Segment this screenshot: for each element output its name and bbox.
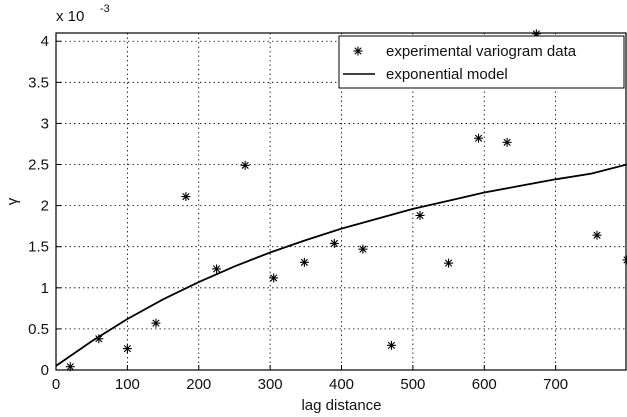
- x-tick-label: 200: [186, 376, 211, 393]
- x-tick-label: 0: [52, 376, 60, 393]
- y-axis-label: γ: [4, 197, 21, 205]
- y-multiplier-exponent: -3: [100, 3, 110, 15]
- x-axis-label: lag distance: [301, 397, 381, 414]
- data-point-asterisk: [358, 245, 367, 254]
- data-point-asterisk: [151, 319, 160, 328]
- legend-entry-model: exponential model: [386, 66, 508, 83]
- legend: experimental variogram data exponential …: [339, 36, 624, 88]
- x-tick-label: 700: [543, 376, 568, 393]
- x-tick-label: 500: [400, 376, 425, 393]
- data-point-asterisk: [181, 192, 190, 201]
- y-tick-label: 3.5: [28, 74, 49, 91]
- data-point-asterisk: [241, 161, 250, 170]
- data-point-asterisk: [300, 258, 309, 267]
- data-point-asterisk: [387, 341, 396, 350]
- data-point-asterisk: [269, 273, 278, 282]
- data-point-asterisk: [444, 259, 453, 268]
- legend-entry-experimental: experimental variogram data: [386, 43, 577, 60]
- y-tick-label: 4: [41, 33, 49, 50]
- x-tick-label: 100: [115, 376, 140, 393]
- data-point-asterisk: [123, 344, 132, 353]
- data-point-asterisk: [212, 264, 221, 273]
- data-point-asterisk: [330, 239, 339, 248]
- y-tick-label: 1.5: [28, 239, 49, 256]
- y-tick-label: 0.5: [28, 321, 49, 338]
- data-point-asterisk: [474, 134, 483, 143]
- y-tick-label: 1: [41, 280, 49, 297]
- data-point-asterisk: [503, 138, 512, 147]
- y-tick-label: 2: [41, 198, 49, 215]
- y-multiplier-label: x 10: [56, 8, 84, 25]
- y-tick-label: 3: [41, 115, 49, 132]
- data-point-asterisk: [593, 231, 602, 240]
- y-tick-label: 2.5: [28, 157, 49, 174]
- data-point-asterisk: [94, 334, 103, 343]
- x-tick-label: 300: [258, 376, 283, 393]
- y-tick-label: 0: [41, 362, 49, 379]
- x-tick-label: 600: [472, 376, 497, 393]
- x-tick-label: 400: [329, 376, 354, 393]
- data-point-asterisk: [416, 211, 425, 220]
- legend-marker-asterisk-icon: [354, 47, 363, 56]
- legend-asterisk-icon: [354, 47, 363, 56]
